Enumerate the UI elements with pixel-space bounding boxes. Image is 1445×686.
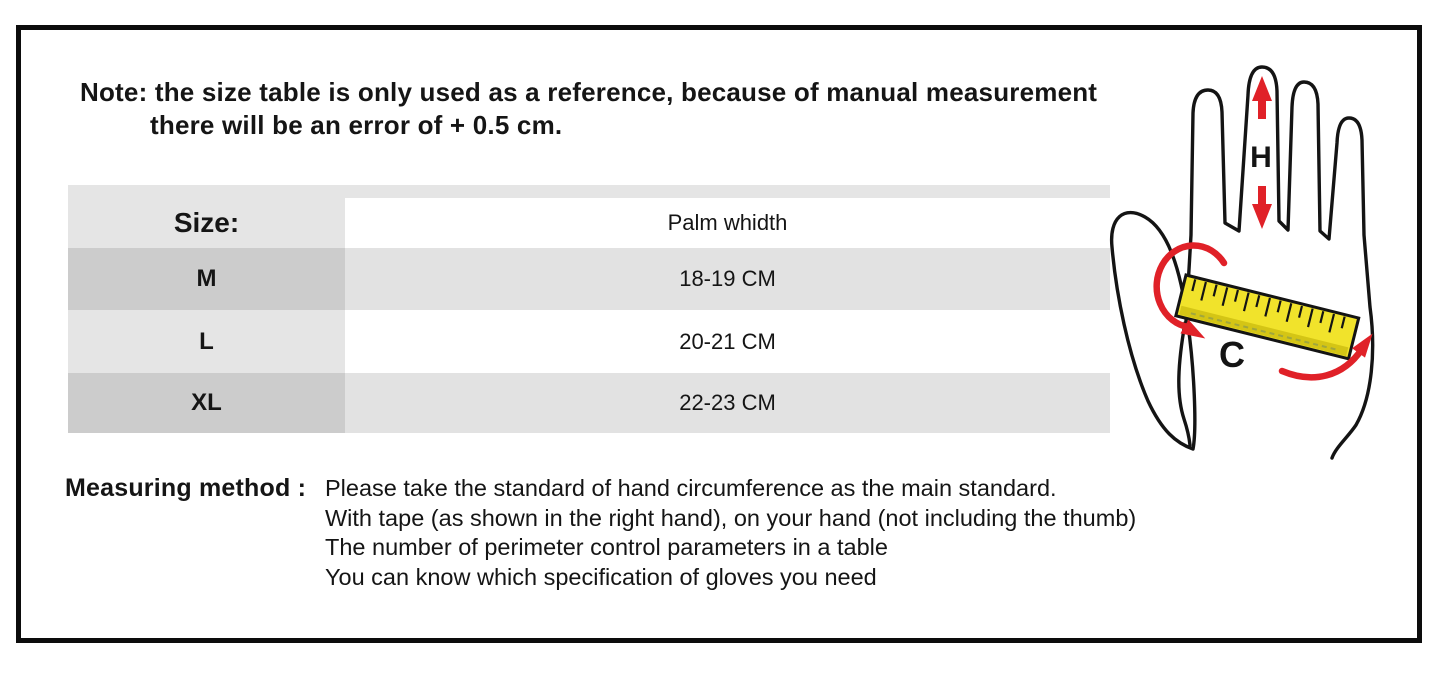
size-cell-m: M (68, 248, 345, 310)
tape-measure (1174, 273, 1361, 361)
hand-measurement-diagram: H C (1108, 55, 1428, 465)
size-table: Size: Palm whidth M 18-19 CM L 20-21 CM … (68, 185, 1110, 433)
palm-cell-l: 20-21 CM (345, 310, 1110, 373)
height-label: H (1250, 141, 1272, 174)
measuring-method-lines: Please take the standard of hand circumf… (325, 474, 1136, 592)
hand-outline (1184, 65, 1375, 460)
palm-cell-xl: 22-23 CM (345, 373, 1110, 433)
height-arrow-down-icon (1252, 186, 1272, 229)
circumference-arrow-left-icon (1153, 242, 1228, 339)
circumference-label: C (1219, 334, 1245, 375)
tape-fine-print (1190, 312, 1339, 352)
wrist-left-line (1177, 321, 1192, 447)
measuring-line-1: Please take the standard of hand circumf… (325, 475, 1057, 501)
size-cell-l: L (68, 310, 345, 373)
height-arrow-up-icon (1252, 76, 1272, 119)
note-line-1: Note: the size table is only used as a r… (80, 77, 1098, 107)
measuring-method-label: Measuring method : (65, 474, 307, 502)
tape-ticks (1191, 279, 1346, 333)
table-row: M 18-19 CM (68, 248, 1110, 310)
measuring-line-3: The number of perimeter control paramete… (325, 534, 888, 560)
measuring-line-2: With tape (as shown in the right hand), … (325, 504, 1137, 531)
note-text: Note: the size table is only used as a r… (80, 76, 1097, 142)
note-line-2: there will be an error of + 0.5 cm. (150, 110, 563, 140)
table-row: XL 22-23 CM (68, 373, 1110, 433)
hand-diagram-svg: H C (1109, 65, 1375, 460)
measuring-method-section: Measuring method : Please take the stand… (65, 474, 1136, 592)
table-top-strip (68, 185, 1110, 198)
palm-width-column-header: Palm whidth (345, 198, 1110, 248)
size-column-header: Size: (68, 198, 345, 248)
table-row: L 20-21 CM (68, 310, 1110, 373)
thumb-outline (1109, 210, 1197, 451)
size-cell-xl: XL (68, 373, 345, 433)
circumference-arrow-bottom-icon (1278, 333, 1373, 381)
image-border-frame: Note: the size table is only used as a r… (16, 25, 1422, 643)
measuring-line-4: You can know which specification of glov… (325, 563, 877, 590)
palm-cell-m: 18-19 CM (345, 248, 1110, 310)
table-header-row: Size: Palm whidth (68, 198, 1110, 248)
